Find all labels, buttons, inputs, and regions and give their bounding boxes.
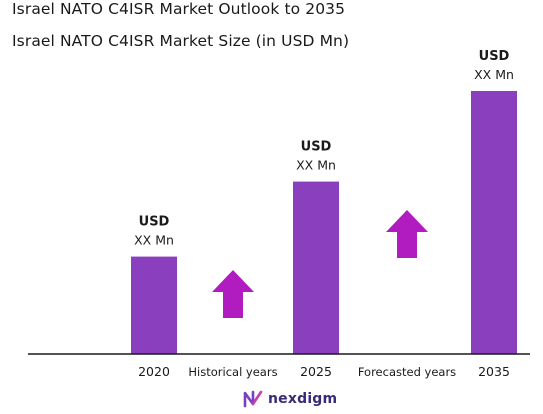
nexdigm-logo: nexdigm — [243, 390, 337, 408]
chart-subtitle: Israel NATO C4ISR Market Size (in USD Mn… — [12, 32, 350, 50]
bar-2025 — [293, 181, 339, 354]
data-label-value-2035: XX Mn — [474, 67, 514, 82]
x-tick-label-2020: 2020 — [138, 364, 170, 379]
brand-name: nexdigm — [268, 391, 338, 407]
x-tick-label-2035: 2035 — [478, 364, 510, 379]
bar-2035 — [471, 91, 517, 354]
data-label-currency-2025: USD — [301, 140, 332, 155]
period-label-historical: Historical years — [188, 365, 277, 379]
data-label-value-2020: XX Mn — [134, 233, 174, 248]
data-label-currency-2020: USD — [139, 215, 170, 230]
data-label-currency-2035: USD — [479, 49, 510, 64]
growth-arrow-historical-icon — [212, 270, 254, 318]
x-tick-label-2025: 2025 — [300, 364, 332, 379]
bar-2020 — [131, 256, 177, 354]
growth-arrow-forecast-icon — [386, 210, 428, 258]
period-label-forecast: Forecasted years — [358, 365, 456, 379]
nexdigm-logo-icon — [243, 390, 263, 408]
data-label-value-2025: XX Mn — [296, 158, 336, 173]
chart-title: Israel NATO C4ISR Market Outlook to 2035 — [12, 0, 346, 18]
